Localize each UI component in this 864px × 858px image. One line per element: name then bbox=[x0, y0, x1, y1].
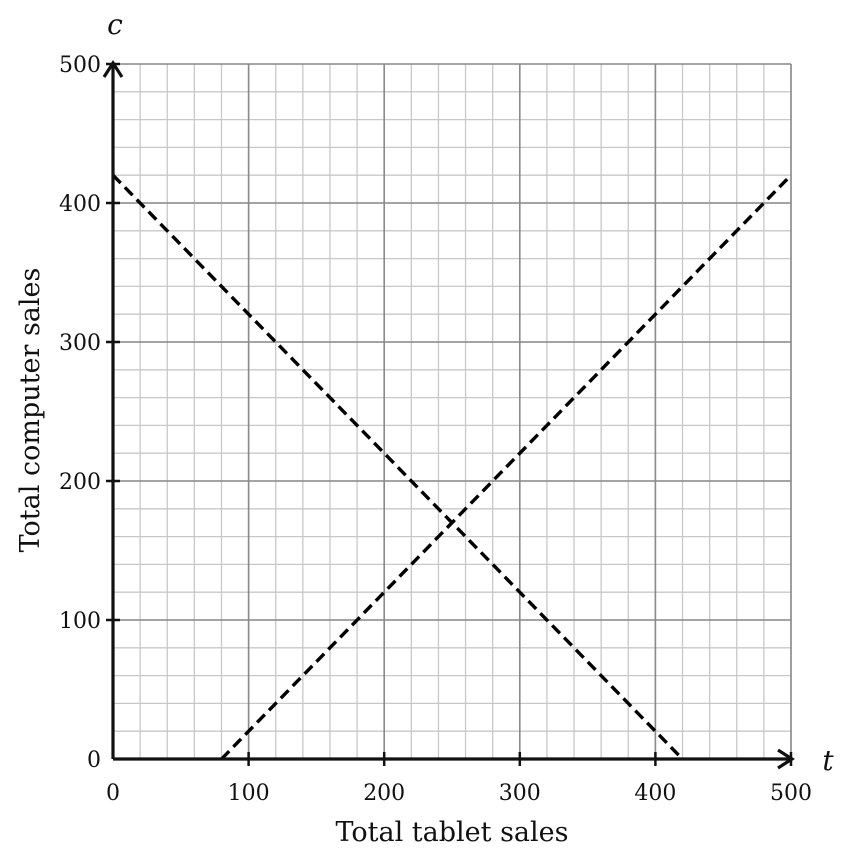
series-line-1 bbox=[111, 174, 684, 761]
x-tick-label: 500 bbox=[770, 781, 812, 806]
x-tick-label: 300 bbox=[499, 781, 541, 806]
x-tick-label: 200 bbox=[363, 781, 405, 806]
x-axis-title: Total tablet sales bbox=[335, 817, 568, 848]
series-layer bbox=[111, 174, 793, 761]
y-tick-label: 400 bbox=[59, 192, 101, 217]
y-tick-label: 200 bbox=[59, 470, 101, 495]
y-tick-labels: 0 100 200 300 400 500 bbox=[59, 53, 101, 773]
y-tick-label: 500 bbox=[59, 53, 101, 78]
axes bbox=[102, 60, 795, 770]
y-tick-label: 300 bbox=[59, 331, 101, 356]
y-axis-variable: c bbox=[107, 8, 123, 41]
x-tick-label: 400 bbox=[634, 781, 676, 806]
x-axis-variable: t bbox=[822, 744, 834, 777]
y-axis-title: Total computer sales bbox=[15, 268, 46, 553]
x-tick-labels: 0 100 200 300 400 500 bbox=[106, 781, 812, 806]
major-grid bbox=[112, 63, 792, 760]
y-tick-label: 100 bbox=[59, 609, 101, 634]
x-tick-label: 100 bbox=[228, 781, 270, 806]
y-tick-label: 0 bbox=[87, 748, 101, 773]
x-tick-label: 0 bbox=[106, 781, 120, 806]
series-line-2 bbox=[220, 174, 793, 761]
minor-grid bbox=[112, 63, 792, 760]
